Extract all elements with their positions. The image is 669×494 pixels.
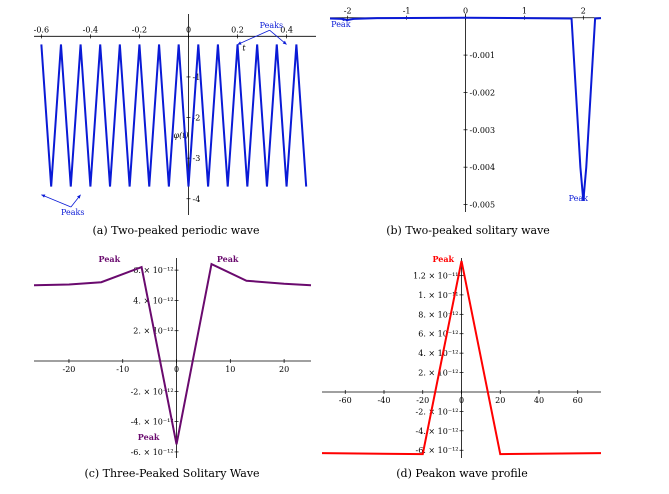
x-tick-label: -2 xyxy=(344,7,352,16)
y-tick-label: -0.001 xyxy=(470,51,496,60)
caption-c: (c) Three-Peaked Solitary Wave xyxy=(84,467,259,480)
x-tick-label: 0 xyxy=(459,396,464,405)
y-tick-label: -0.004 xyxy=(470,163,496,172)
panel-peakon-profile: -60 -40 -20 0 20 40 60 1.2 × 10⁻¹¹ 1. × 10⁻¹¹ 8. … xyxy=(321,254,602,458)
x-tick-label: 10 xyxy=(225,365,235,374)
panel-two-peaked-solitary: -2 -1 0 1 2 -0.001 -0.002 -0.003 -0.004 -0.005 Pea… xyxy=(329,7,602,212)
x-tick-label: -0.2 xyxy=(132,25,147,34)
arrow-head xyxy=(41,194,46,198)
peak-annotation: Peak xyxy=(331,20,351,29)
y-tick-label: -6. × 10⁻¹² xyxy=(131,448,174,457)
y-tick-label: 1. × 10⁻¹¹ xyxy=(418,291,458,300)
y-tick-label: -4. × 10⁻¹² xyxy=(131,418,174,427)
y-tick-label: 8. × 10⁻¹² xyxy=(418,310,458,319)
x-tick-label: 0.2 xyxy=(231,25,244,34)
x-axis-label: t xyxy=(242,43,246,52)
x-tick-label: -60 xyxy=(339,396,352,405)
series-line xyxy=(33,262,312,445)
annotation-arrow xyxy=(269,29,287,45)
series-line xyxy=(40,44,308,187)
x-tick-label: -40 xyxy=(378,396,391,405)
peak-annotation: Peak xyxy=(138,432,160,442)
panel-three-peaked-solitary: -20 -10 0 10 206. × 10⁻¹²4. × 10⁻¹²2. × 10⁻¹… xyxy=(33,254,312,458)
x-tick-label: -10 xyxy=(116,365,129,374)
arrow-head xyxy=(77,194,81,199)
peak-annotation: Peak xyxy=(432,254,454,264)
x-tick-label: -0.4 xyxy=(83,25,98,34)
x-tick-label: -20 xyxy=(63,365,76,374)
x-tick-label: -0.6 xyxy=(34,25,49,34)
x-tick-label: 0 xyxy=(174,365,179,374)
y-axis-label: φ(t) xyxy=(173,131,188,140)
x-tick-label: 0 xyxy=(186,25,191,34)
x-tick-label: 0 xyxy=(463,7,468,16)
y-tick-label: -0.003 xyxy=(470,126,496,135)
x-tick-label: -20 xyxy=(416,396,429,405)
y-tick-label: -6. × 10⁻¹² xyxy=(416,446,459,455)
y-tick-label: -0.002 xyxy=(470,88,496,97)
annotation-arrow xyxy=(41,194,72,208)
y-tick-label: -4 xyxy=(192,195,200,204)
peak-annotation: Peak xyxy=(99,254,121,264)
y-tick-label: 6. × 10⁻¹² xyxy=(418,330,458,339)
y-tick-label: -4. × 10⁻¹² xyxy=(416,427,459,436)
x-tick-label: 2 xyxy=(581,7,586,16)
arrow-head xyxy=(237,41,242,45)
peak-annotation: Peak xyxy=(217,254,239,264)
y-tick-label: -3 xyxy=(192,154,200,163)
x-tick-label: 20 xyxy=(279,365,289,374)
x-tick-label: 40 xyxy=(534,396,544,405)
x-tick-label: 0.4 xyxy=(280,25,293,34)
arrow-head xyxy=(342,17,347,22)
x-tick-label: 1 xyxy=(522,7,527,16)
x-tick-label: 60 xyxy=(573,396,583,405)
series-line xyxy=(321,260,602,456)
y-tick-label: 4. × 10⁻¹² xyxy=(133,296,173,305)
peak-annotation: Peaks xyxy=(61,208,84,217)
caption-a: (a) Two-peaked periodic wave xyxy=(92,224,259,237)
caption-b: (b) Two-peaked solitary wave xyxy=(386,224,550,237)
y-tick-label: -2. × 10⁻¹² xyxy=(416,407,459,416)
y-tick-label: -0.005 xyxy=(470,201,496,210)
y-tick-label: -2 xyxy=(192,114,200,123)
peak-annotation: Peaks xyxy=(260,21,283,30)
y-tick-label: -2. × 10⁻¹² xyxy=(131,387,174,396)
series-line xyxy=(329,16,602,201)
peak-annotation: Peak xyxy=(569,194,589,203)
panel-periodic-wave: -0.6 -0.4 -0.2 0 0.2 0.4-1-2-3-4tφ(t)PeaksPea… xyxy=(34,14,316,217)
x-tick-label: 20 xyxy=(495,396,505,405)
y-tick-label: 6. × 10⁻¹² xyxy=(133,266,173,275)
x-tick-label: -1 xyxy=(403,7,411,16)
annotation-arrow xyxy=(237,29,270,45)
arrow-head xyxy=(282,40,287,45)
y-tick-label: 1.2 × 10⁻¹¹ xyxy=(413,271,458,280)
y-tick-label: 4. × 10⁻¹² xyxy=(418,349,458,358)
caption-d: (d) Peakon wave profile xyxy=(396,467,527,480)
